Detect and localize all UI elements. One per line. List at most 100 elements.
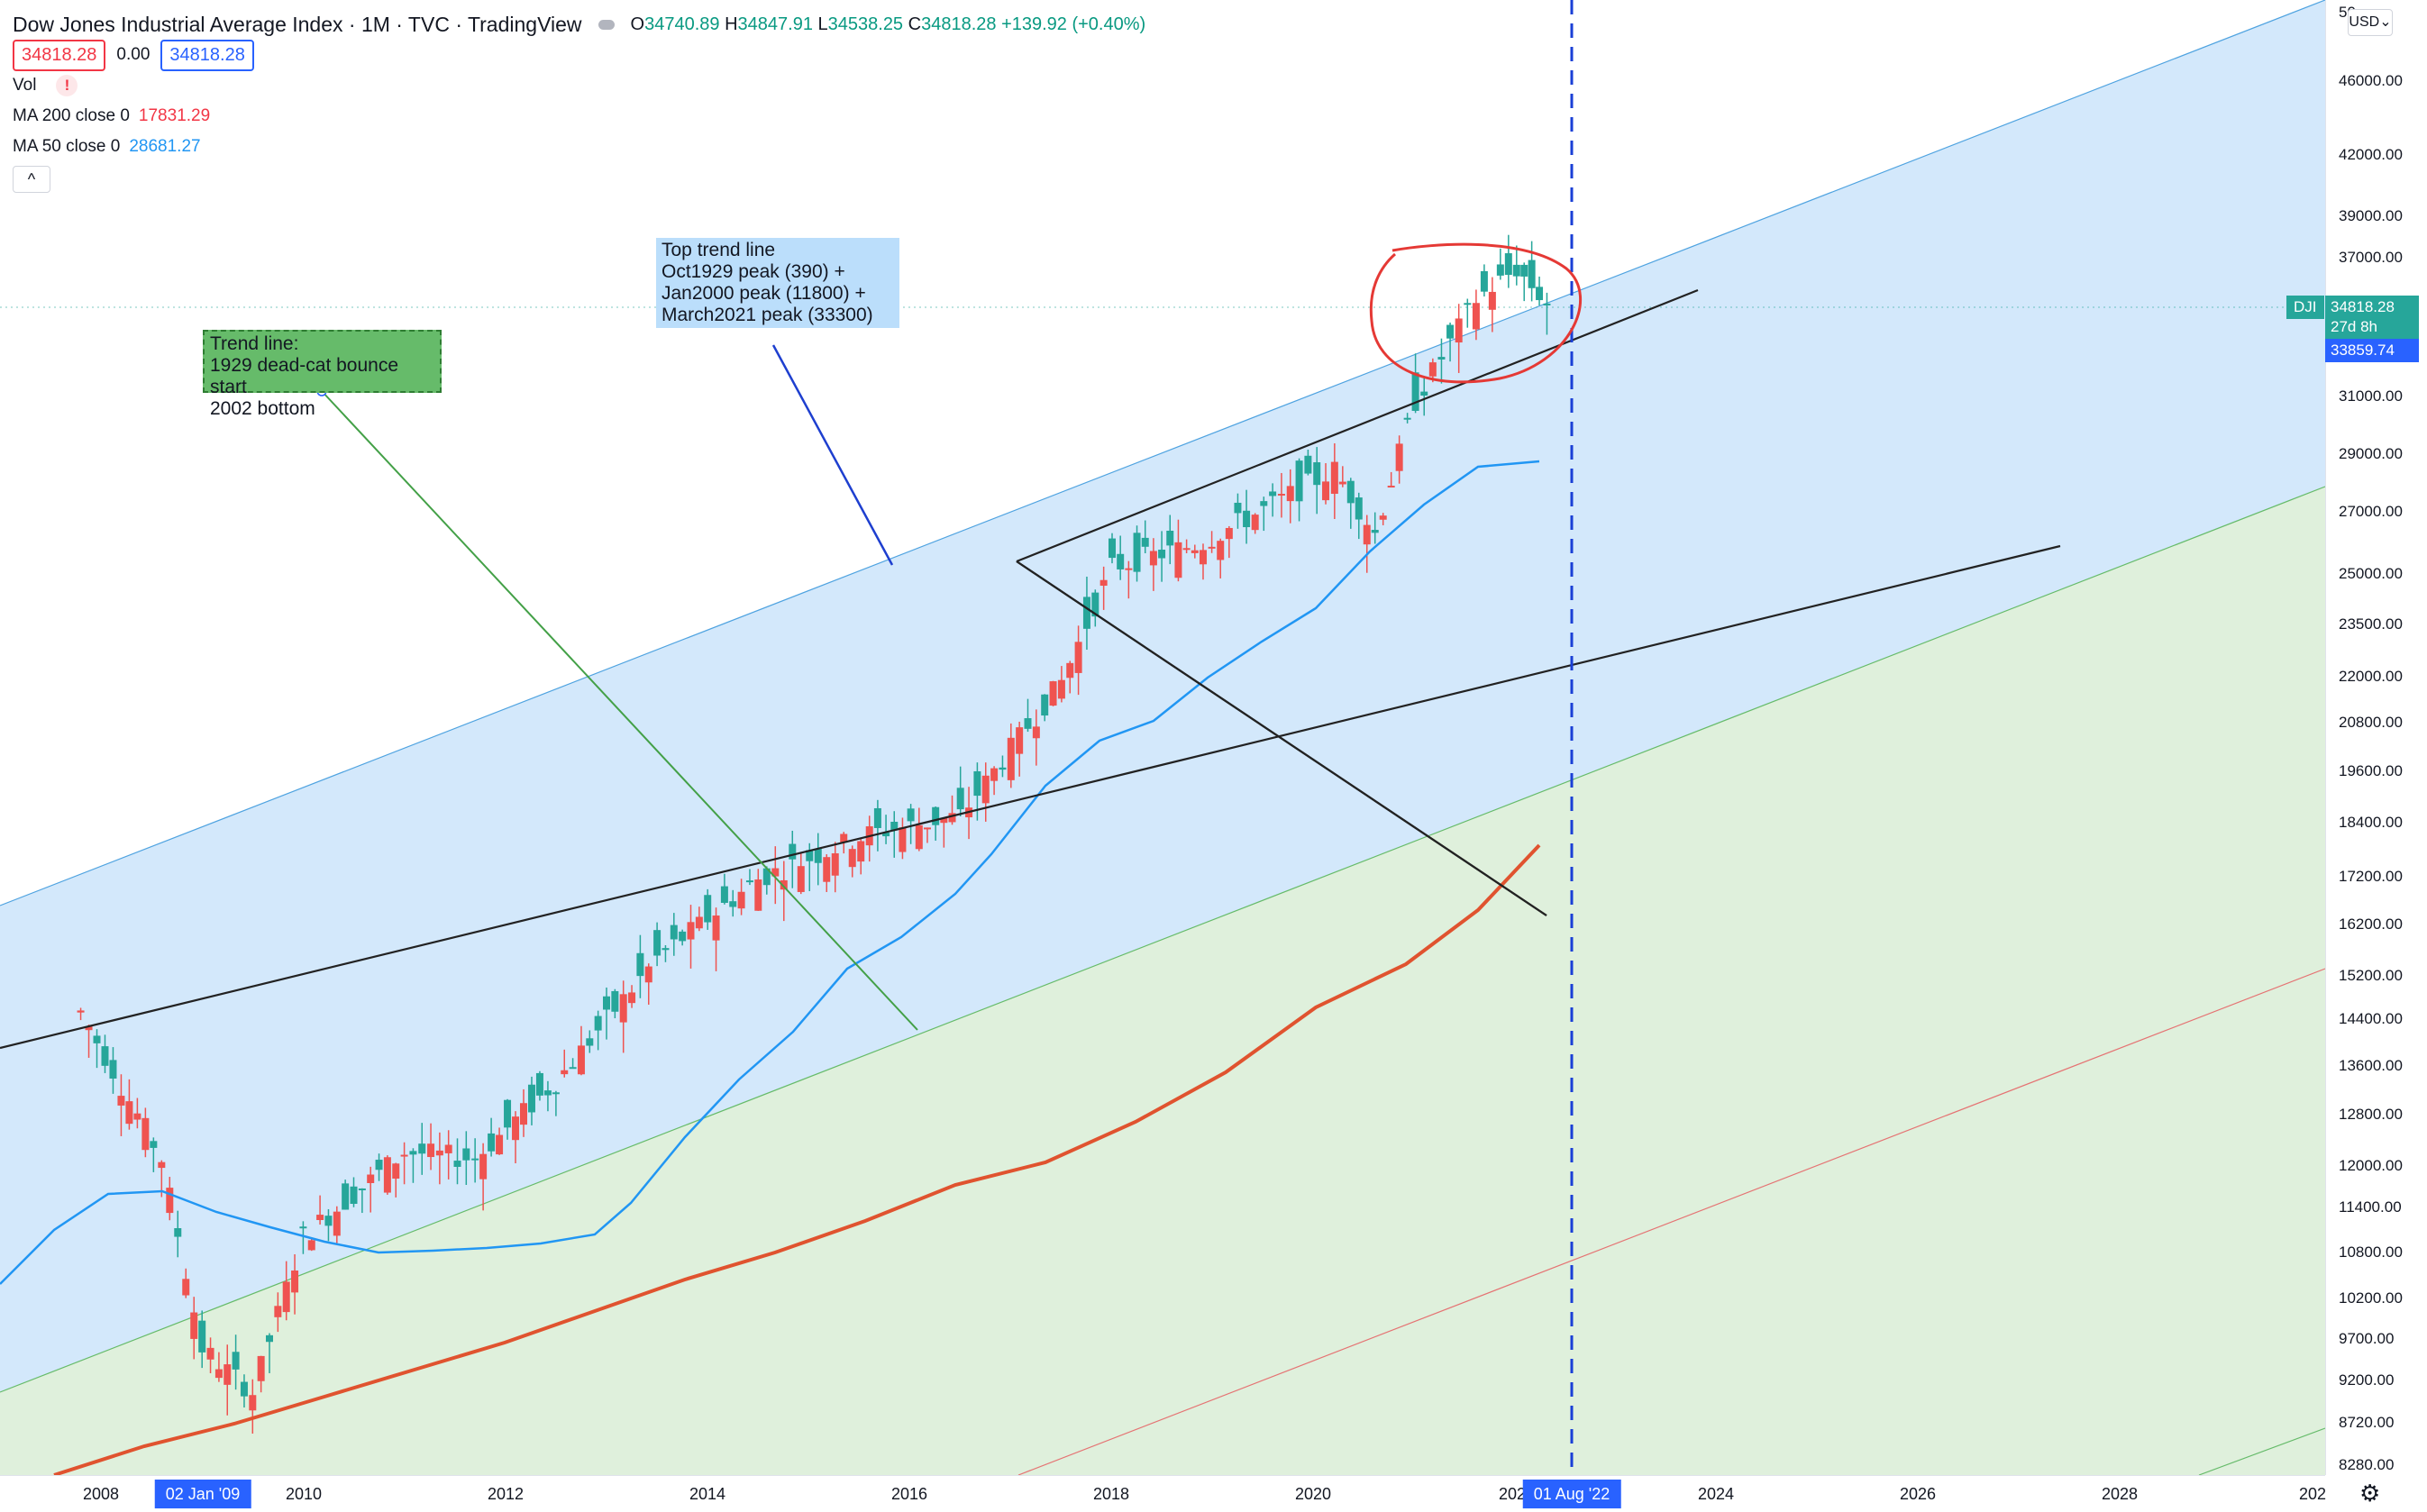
volume-indicator[interactable]: Vol xyxy=(13,76,37,95)
candle-body xyxy=(789,843,797,860)
candle xyxy=(117,1074,125,1136)
ma50-indicator[interactable]: MA 50 close 0 28681.27 xyxy=(13,137,201,156)
ma50-value: 28681.27 xyxy=(129,137,201,156)
currency-selector[interactable]: USD⌄ xyxy=(2348,9,2393,36)
candle xyxy=(1504,234,1512,288)
candle-body xyxy=(569,1067,577,1070)
candle-body xyxy=(1016,727,1024,754)
candle-body xyxy=(923,827,931,830)
price-tick: 27000.00 xyxy=(2339,503,2403,520)
candle xyxy=(679,929,687,946)
candle xyxy=(1234,493,1242,529)
candle-body xyxy=(1277,494,1285,496)
candle-body xyxy=(1330,461,1338,494)
candle xyxy=(77,1007,85,1021)
candle-body xyxy=(661,948,670,951)
candle-body xyxy=(679,931,687,942)
candle-body xyxy=(586,1038,594,1046)
candle-body xyxy=(1379,515,1387,520)
candle xyxy=(427,1123,435,1170)
candle-body xyxy=(831,853,839,876)
candle-body xyxy=(257,1355,265,1381)
candle xyxy=(619,980,627,1053)
chart-canvas[interactable] xyxy=(0,0,2325,1475)
top-trend-line-note[interactable]: Top trend line Oct1929 peak (390) + Jan2… xyxy=(656,238,899,328)
candle-body xyxy=(737,891,745,909)
candle xyxy=(1191,544,1199,559)
candle-body xyxy=(93,1035,101,1043)
collapse-legend-button[interactable]: ^ xyxy=(13,166,50,193)
candle xyxy=(535,1070,543,1101)
candle xyxy=(109,1047,117,1094)
legend-toggle-icon[interactable] xyxy=(598,19,615,30)
time-tick: 2018 xyxy=(1092,1485,1130,1503)
price-tick: 12800.00 xyxy=(2339,1106,2403,1123)
candle xyxy=(814,833,822,886)
price-tick: 39000.00 xyxy=(2339,207,2403,224)
candle-body xyxy=(1199,550,1207,565)
candle-body xyxy=(1295,460,1303,502)
candle-body xyxy=(754,879,762,911)
price-tick: 10800.00 xyxy=(2339,1243,2403,1261)
candle xyxy=(224,1344,232,1416)
candle-body xyxy=(214,1369,223,1379)
time-tick: 2012 xyxy=(487,1485,525,1503)
warning-icon[interactable]: ! xyxy=(56,75,78,96)
time-tick: 2028 xyxy=(2101,1485,2139,1503)
candle xyxy=(636,934,644,998)
candle-body xyxy=(291,1271,299,1293)
candle xyxy=(471,1138,479,1183)
candle-body xyxy=(392,1163,400,1180)
candle-body xyxy=(444,1144,452,1153)
candle xyxy=(695,906,703,932)
ma200-indicator[interactable]: MA 200 close 0 17831.29 xyxy=(13,106,211,125)
trend-line-1929-note[interactable]: Trend line: 1929 dead-cat bounce start 2… xyxy=(203,330,442,419)
candle xyxy=(1032,709,1040,766)
candle xyxy=(512,1111,520,1163)
candle-body xyxy=(1117,553,1125,569)
candle-body xyxy=(577,1045,585,1075)
candle xyxy=(1074,625,1082,696)
candle-body xyxy=(1099,579,1108,587)
candle-body xyxy=(1024,718,1032,729)
candle xyxy=(1496,248,1504,280)
candle-body xyxy=(512,1116,520,1141)
candle xyxy=(358,1188,366,1214)
price-tick: 8720.00 xyxy=(2339,1414,2395,1431)
candle xyxy=(462,1131,470,1186)
channel-bottom-green-line xyxy=(2198,1427,2325,1475)
candle-body xyxy=(1437,357,1446,360)
candle xyxy=(1403,413,1411,424)
symbol-title[interactable]: Dow Jones Industrial Average Index · 1M … xyxy=(13,12,582,36)
candle xyxy=(1260,496,1268,532)
candle-body xyxy=(1496,264,1504,276)
candle-body xyxy=(1208,546,1216,549)
candle xyxy=(1024,698,1032,733)
candle-body xyxy=(101,1046,109,1066)
candle-body xyxy=(1543,303,1551,305)
candle xyxy=(687,905,695,969)
candle-body xyxy=(644,966,652,983)
green-trend-line xyxy=(321,390,918,1031)
candle xyxy=(1041,694,1049,722)
price-axis[interactable]: 50 46000.00 42000.00 39000.00 37000.00 3… xyxy=(2325,0,2427,1475)
upper-wedge-line xyxy=(1016,288,1699,563)
candle-body xyxy=(1355,497,1363,520)
time-tick: 2016 xyxy=(890,1485,928,1503)
price-tick: 10200.00 xyxy=(2339,1289,2403,1307)
candle xyxy=(1286,469,1294,524)
buy-price-button[interactable]: 34818.28 xyxy=(160,39,254,71)
candle xyxy=(797,852,805,895)
price-tick: 37000.00 xyxy=(2339,249,2403,266)
candle-body xyxy=(367,1174,375,1183)
candle xyxy=(85,1025,93,1058)
time-axis[interactable]: 2008 2010 2012 2014 2016 2018 2020 202 2… xyxy=(0,1475,2326,1512)
gear-icon[interactable]: ⚙ xyxy=(2359,1480,2381,1507)
candle-body xyxy=(198,1320,206,1353)
chevron-up-icon: ^ xyxy=(27,170,36,188)
candle xyxy=(1091,589,1099,627)
candle xyxy=(1225,525,1233,559)
candle-body xyxy=(1528,260,1536,288)
candle-body xyxy=(561,1070,569,1075)
sell-price-button[interactable]: 34818.28 xyxy=(13,39,106,71)
